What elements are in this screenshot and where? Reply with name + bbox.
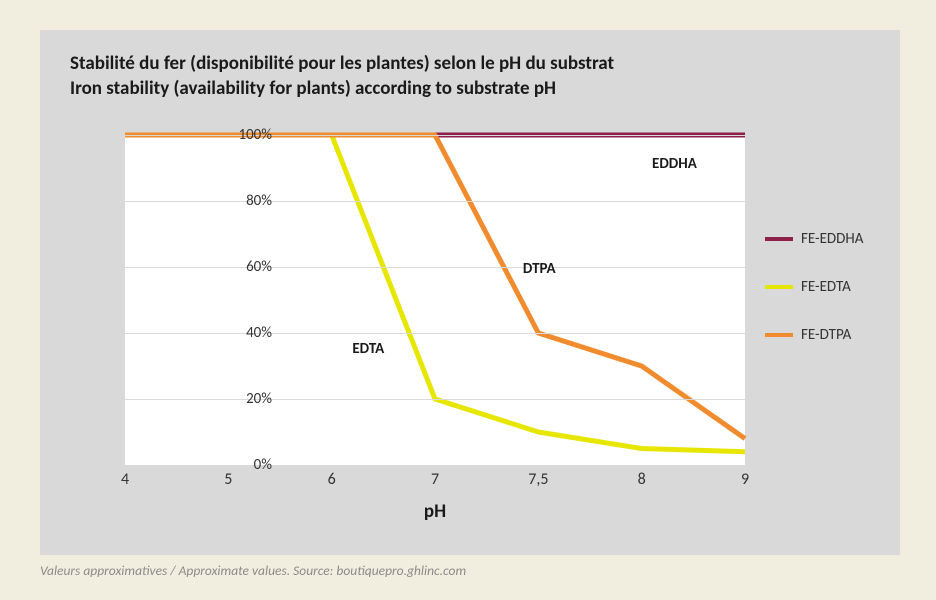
- legend-item: FE-EDTA: [765, 278, 863, 296]
- y-tick-label: 40%: [212, 324, 272, 342]
- series-inline-label: EDTA: [352, 340, 384, 358]
- legend-swatch: [765, 237, 793, 241]
- legend-label: FE-EDDHA: [801, 230, 863, 248]
- legend-swatch: [765, 285, 793, 289]
- series-inline-label: EDDHA: [652, 155, 697, 173]
- legend-label: FE-EDTA: [801, 278, 851, 296]
- legend: FE-EDDHA FE-EDTA FE-DTPA: [765, 230, 863, 374]
- y-tick-label: 20%: [212, 390, 272, 408]
- legend-label: FE-DTPA: [801, 326, 851, 344]
- y-tick-label: 60%: [212, 258, 272, 276]
- y-tick-label: 80%: [212, 192, 272, 210]
- x-tick-label: 8: [638, 470, 646, 489]
- x-tick-label: 6: [328, 470, 336, 489]
- series-lines: [125, 135, 745, 465]
- x-tick-label: 4: [121, 470, 129, 489]
- x-axis-title: pH: [125, 500, 745, 523]
- title-line-1: Stabilité du fer (disponibilité pour les…: [70, 52, 614, 77]
- x-tick-label: 9: [741, 470, 749, 489]
- legend-swatch: [765, 333, 793, 337]
- y-tick-label: 100%: [212, 126, 272, 144]
- x-tick-label: 5: [224, 470, 232, 489]
- chart-title: Stabilité du fer (disponibilité pour les…: [70, 52, 614, 101]
- plot-area: [125, 135, 745, 465]
- footnote: Valeurs approximatives / Approximate val…: [40, 562, 466, 579]
- series-inline-label: DTPA: [523, 260, 556, 278]
- title-line-2: Iron stability (availability for plants)…: [70, 77, 614, 102]
- legend-item: FE-DTPA: [765, 326, 863, 344]
- y-tick-label: 0%: [212, 456, 272, 474]
- x-tick-label: 7: [431, 470, 439, 489]
- chart-panel: Stabilité du fer (disponibilité pour les…: [40, 30, 900, 555]
- x-tick-label: 7,5: [528, 470, 548, 489]
- legend-item: FE-EDDHA: [765, 230, 863, 248]
